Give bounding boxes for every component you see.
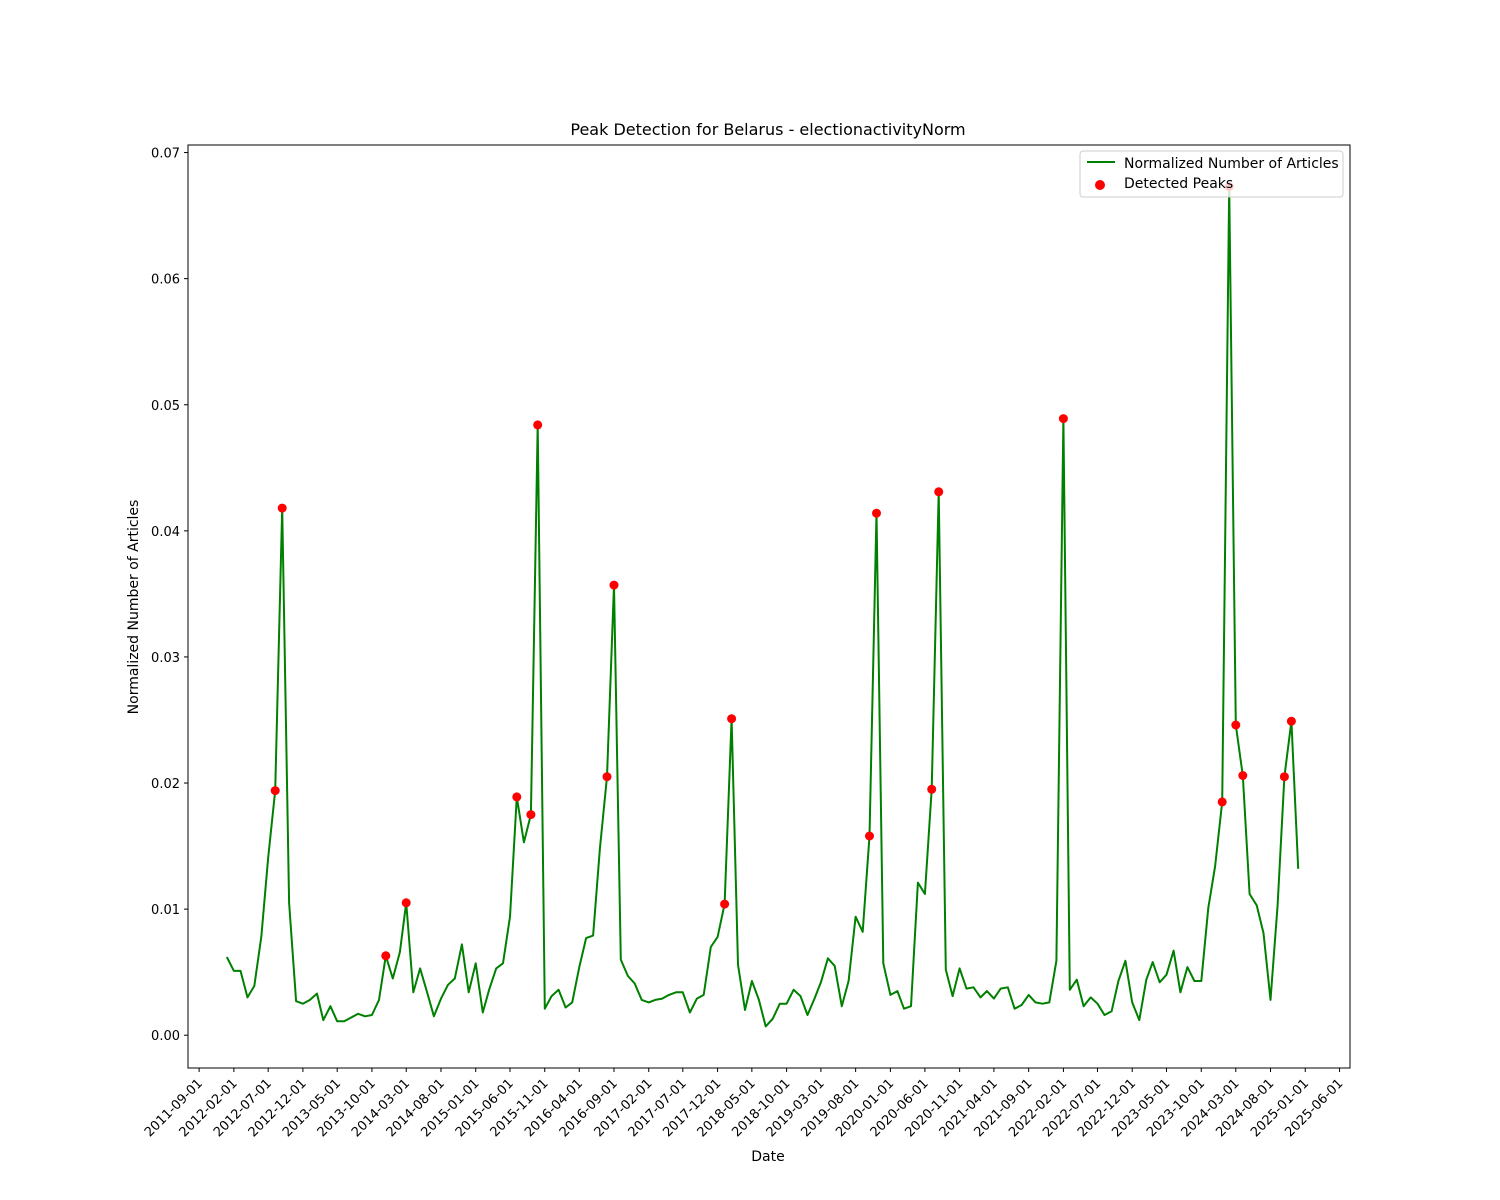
peak-point [533, 420, 543, 430]
y-tick-label: 0.07 [151, 147, 180, 162]
peak-point [1286, 716, 1296, 726]
y-tick-label: 0.06 [151, 273, 180, 288]
peak-point [512, 792, 522, 802]
peak-point [1231, 720, 1241, 730]
legend: Normalized Number of Articles Detected P… [1079, 150, 1344, 198]
y-tick-label: 0.00 [151, 1029, 180, 1044]
peak-point [720, 899, 730, 909]
peak-point [1279, 772, 1289, 782]
peak-point [1238, 771, 1248, 780]
peak-point [609, 580, 619, 590]
y-tick-label: 0.05 [151, 399, 180, 414]
y-tick-label: 0.02 [151, 777, 180, 792]
x-axis-label: Date [751, 1149, 784, 1165]
peak-point [1217, 797, 1227, 807]
peak-point [526, 810, 536, 820]
peak-point [865, 831, 874, 841]
chart-title: Peak Detection for Belarus - electionact… [570, 120, 965, 139]
plot-frame [187, 144, 1351, 1069]
peak-point [727, 714, 737, 724]
legend-peak-swatch [1095, 180, 1105, 190]
peak-point [401, 898, 411, 908]
peak-point [1058, 414, 1068, 424]
peak-point [934, 487, 944, 497]
y-tick-label: 0.04 [151, 525, 180, 540]
peak-point [381, 951, 391, 961]
y-tick-label: 0.01 [151, 903, 180, 918]
y-axis-label: Normalized Number of Articles [126, 500, 142, 715]
peak-point [602, 772, 612, 782]
series-line-normalized-articles [225, 185, 1300, 1028]
legend-label-line: Normalized Number of Articles [1124, 156, 1339, 172]
peak-point [927, 784, 937, 794]
legend-label-peaks: Detected Peaks [1124, 176, 1233, 192]
legend-box [1079, 150, 1344, 198]
peak-point [872, 508, 881, 518]
peak-point [277, 503, 287, 513]
y-tick-label: 0.03 [151, 651, 180, 666]
peak-point [270, 786, 280, 796]
